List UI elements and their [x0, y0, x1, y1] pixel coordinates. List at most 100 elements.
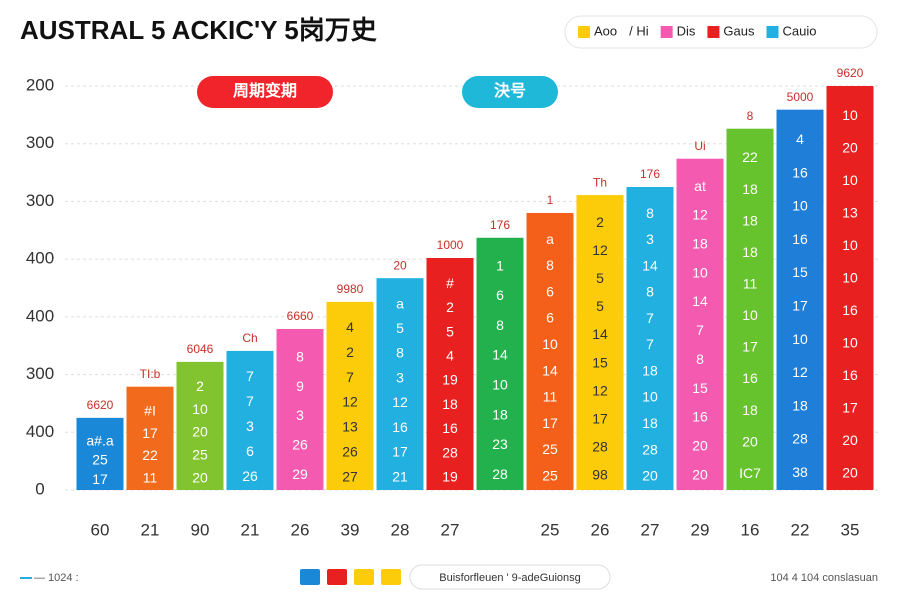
footer-swatch	[300, 569, 320, 585]
bar-top-label: Ui	[694, 139, 705, 153]
bar-inner-label: 17	[542, 415, 558, 431]
bar-inner-label: a	[546, 231, 554, 247]
x-tick-label: 26	[291, 520, 310, 539]
bar-top-label: 5000	[787, 90, 814, 104]
x-tick-label: 29	[691, 520, 710, 539]
bar-inner-label: 20	[692, 466, 708, 482]
bar	[476, 237, 524, 490]
legend-box	[564, 15, 878, 49]
bar-inner-label: 10	[842, 237, 858, 253]
bar-inner-label: 10	[542, 336, 558, 352]
bar-inner-label: 18	[642, 415, 658, 431]
bar-inner-label: a#.a	[86, 432, 113, 448]
bar-inner-label: 16	[392, 419, 408, 435]
bar-inner-label: 8	[546, 257, 554, 273]
bar-inner-label: 20	[192, 424, 208, 440]
bar-inner-label: 12	[342, 394, 358, 410]
bar-inner-label: 13	[342, 419, 358, 435]
bar-inner-label: 28	[492, 466, 508, 482]
bar-inner-label: 14	[542, 362, 558, 378]
bar	[676, 158, 724, 490]
bar-inner-label: 26	[292, 437, 308, 453]
bar	[176, 361, 224, 490]
bar-inner-label: 25	[542, 441, 558, 457]
x-tick-label: 21	[141, 520, 160, 539]
bar-inner-label: 6	[496, 287, 504, 303]
bar-inner-label: 17	[592, 410, 608, 426]
bar-top-label: 176	[490, 218, 510, 232]
bar-inner-label: 7	[346, 369, 354, 385]
bar-inner-label: 14	[692, 293, 708, 309]
bar-inner-label: 20	[692, 437, 708, 453]
bar-inner-label: 18	[792, 397, 808, 413]
bar-inner-label: 18	[642, 362, 658, 378]
bar-inner-label: IC7	[739, 465, 761, 481]
bar-inner-label: 25	[542, 468, 558, 484]
badge	[462, 76, 558, 108]
chart-title: AUSTRAL 5 ACKIC'Y 5岗万史	[20, 15, 378, 45]
bar-inner-label: 6	[546, 310, 554, 326]
bar-inner-label: 5	[596, 298, 604, 314]
badge-label: 決号	[494, 81, 526, 100]
bar-inner-label: 18	[742, 181, 758, 197]
badge	[197, 76, 333, 108]
bar-inner-label: 17	[742, 339, 758, 355]
bar-inner-label: 12	[592, 382, 608, 398]
footer-left: — 1024 :	[34, 572, 79, 584]
bar-inner-label: 2	[196, 378, 204, 394]
bar-inner-label: 38	[792, 464, 808, 480]
bar-inner-label: 7	[696, 322, 704, 338]
bar-inner-label: 26	[242, 468, 258, 484]
legend-label: Aoo	[594, 23, 617, 38]
bar-inner-label: 2	[446, 299, 454, 315]
footer-right: 104 4 104 conslasuan	[770, 572, 878, 584]
bar-inner-label: 15	[592, 354, 608, 370]
bar-top-label: Ch	[242, 331, 257, 345]
bar	[526, 212, 574, 490]
bar-inner-label: 26	[342, 443, 358, 459]
legend-swatch	[707, 26, 720, 38]
bar-inner-label: 20	[842, 432, 858, 448]
bar-inner-label: 19	[442, 372, 458, 388]
bar-inner-label: 4	[796, 131, 804, 147]
bar-inner-label: 12	[692, 207, 708, 223]
bar-top-label: 176	[640, 167, 660, 181]
bar-top-label: 9620	[837, 66, 864, 80]
bar-inner-label: 28	[592, 439, 608, 455]
bar-inner-label: #	[446, 275, 454, 291]
y-tick-label: 400	[26, 422, 54, 441]
y-tick-label: 400	[26, 306, 54, 325]
bar-inner-label: 3	[296, 407, 304, 423]
bar-inner-label: at	[694, 178, 706, 194]
bar-inner-label: 17	[842, 399, 858, 415]
bar-inner-label: 1	[496, 257, 504, 273]
bar-inner-label: 4	[346, 319, 354, 335]
y-tick-label: 300	[26, 191, 54, 210]
bar-inner-label: 14	[592, 326, 608, 342]
bar-top-label: 6046	[187, 342, 214, 356]
bar-inner-label: 10	[192, 401, 208, 417]
bar-inner-label: 23	[492, 436, 508, 452]
bar-inner-label: 10	[842, 334, 858, 350]
bar-inner-label: 5	[396, 320, 404, 336]
bar-inner-label: 10	[692, 264, 708, 280]
bar-inner-label: 22	[142, 447, 158, 463]
bar-inner-label: 16	[842, 302, 858, 318]
bar	[276, 328, 324, 490]
legend-label: / Hi	[629, 23, 649, 38]
bar-inner-label: 14	[642, 257, 658, 273]
bar-inner-label: 10	[792, 331, 808, 347]
bar-inner-label: 20	[842, 464, 858, 480]
bar-inner-label: 28	[642, 441, 658, 457]
bar-inner-label: 20	[192, 469, 208, 485]
bar-inner-label: 7	[246, 368, 254, 384]
bar-inner-label: 8	[496, 317, 504, 333]
bar-inner-label: 16	[742, 370, 758, 386]
bar-inner-label: 11	[743, 275, 758, 291]
bar-inner-label: 17	[792, 298, 808, 314]
bar-inner-label: 18	[442, 396, 458, 412]
bar-inner-label: 28	[442, 444, 458, 460]
bar-inner-label: 11	[143, 470, 158, 486]
bar-inner-label: 21	[392, 468, 408, 484]
